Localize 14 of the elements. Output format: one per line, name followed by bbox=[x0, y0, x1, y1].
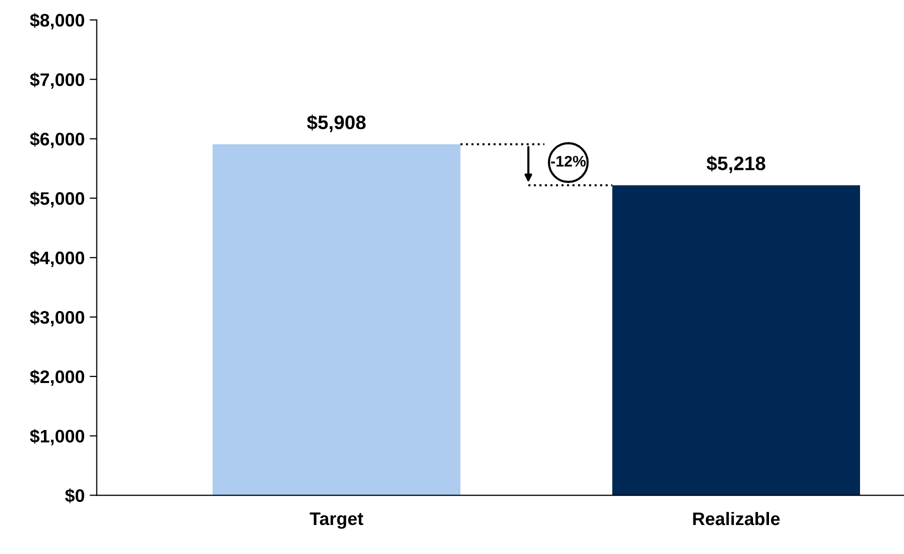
y-tick-label: $7,000 bbox=[30, 72, 84, 89]
data-label: $5,908 bbox=[307, 114, 366, 132]
y-tick-label: $4,000 bbox=[30, 250, 84, 267]
y-tick-label: $6,000 bbox=[30, 132, 84, 148]
x-tick-label: Target bbox=[310, 512, 364, 529]
y-tick-label: $3,000 bbox=[30, 310, 84, 326]
x-tick-label: Realizable bbox=[693, 512, 780, 526]
y-tick-label: $5,000 bbox=[30, 191, 84, 208]
y-tick-label: $8,000 bbox=[30, 13, 84, 30]
data-label: $5,218 bbox=[706, 156, 766, 174]
y-tick-label: $0 bbox=[65, 488, 84, 504]
y-tick-label: $1,000 bbox=[30, 429, 84, 446]
y-tick-label: $2,000 bbox=[30, 370, 84, 386]
annotation: -12% bbox=[551, 156, 586, 167]
